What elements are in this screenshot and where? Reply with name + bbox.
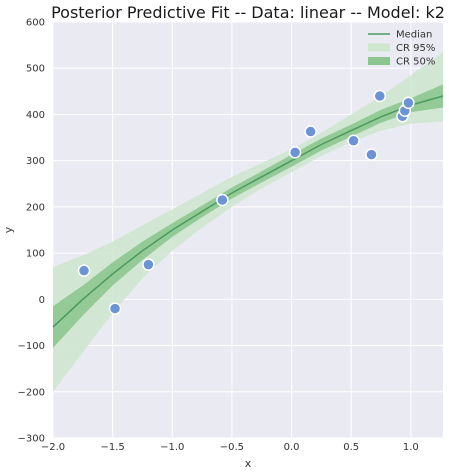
y-tick-label: −200	[18, 387, 45, 398]
legend-cr95-swatch	[368, 43, 390, 52]
y-tick-label: 200	[26, 202, 45, 213]
y-axis-label: y	[2, 226, 15, 233]
legend-cr50-swatch	[368, 57, 390, 65]
x-tick-label: −0.5	[220, 442, 244, 453]
y-tick-label: 100	[26, 249, 45, 260]
data-point	[304, 125, 317, 138]
x-tick-label: −1.5	[100, 442, 124, 453]
y-tick-label: 500	[26, 64, 45, 75]
x-tick-label: −2.0	[41, 442, 65, 453]
data-point	[402, 96, 415, 110]
data-point	[288, 146, 302, 159]
y-tick-label: 300	[26, 156, 45, 167]
data-point	[216, 193, 229, 207]
x-tick-label: 0.5	[343, 442, 359, 453]
x-tick-label: −1.0	[160, 442, 184, 453]
plot-area	[53, 22, 443, 438]
median-line-layer	[52, 95, 444, 328]
data-points	[77, 89, 415, 315]
legend-label: Median	[396, 30, 432, 41]
y-tick-label: −300	[18, 434, 45, 445]
data-point	[142, 258, 155, 271]
legend-label: CR 50%	[396, 57, 435, 68]
x-tick-label: 1.0	[403, 442, 419, 453]
y-tick-label: −100	[18, 341, 45, 352]
x-axis-ticks: −2.0 −1.5 −1.0 −0.5 0.0 0.5 1.0	[41, 442, 419, 453]
x-tick-label: 0.0	[284, 442, 300, 453]
legend-label: CR 95%	[396, 43, 435, 54]
data-point	[373, 89, 387, 103]
data-point	[108, 302, 122, 315]
median-line	[52, 95, 444, 328]
y-tick-label: 0	[39, 295, 45, 306]
chart-title: Posterior Predictive Fit -- Data: linear…	[51, 3, 445, 22]
data-point	[347, 134, 360, 148]
data-point	[77, 264, 91, 277]
data-point	[365, 148, 378, 161]
y-tick-label: 600	[26, 18, 45, 29]
y-tick-label: 400	[26, 110, 45, 121]
legend: Median CR 95% CR 50%	[368, 30, 435, 68]
x-axis-label: x	[245, 457, 252, 470]
y-axis-ticks: −300 −200 −100 0 100 200 300 400 500 600	[18, 18, 45, 445]
